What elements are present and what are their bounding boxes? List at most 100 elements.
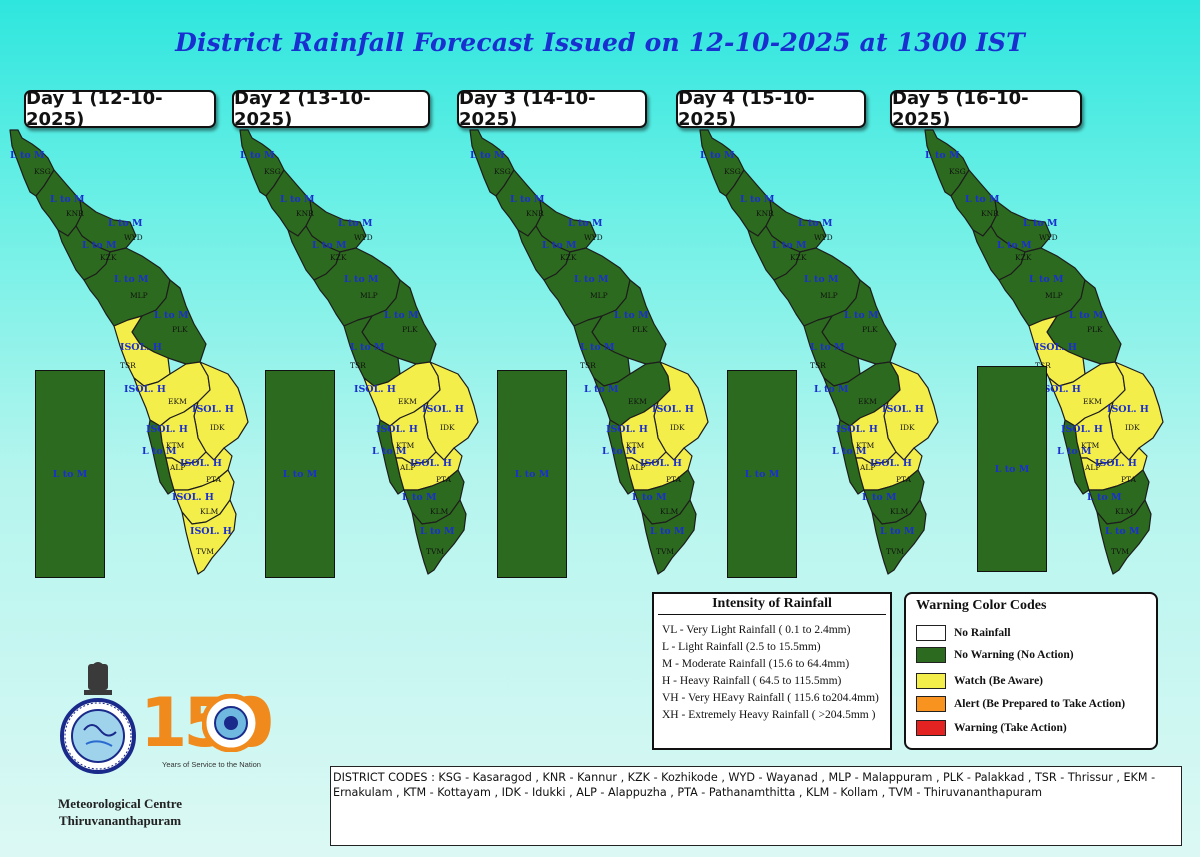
forecast-label-mlp: L to M (804, 274, 839, 285)
forecast-label-knr: L to M (280, 194, 315, 205)
district-tsr (573, 315, 631, 387)
warning-color-legend: Warning Color Codes No Rainfall No Warni… (904, 592, 1158, 750)
district-code-wyd: WYD (814, 233, 833, 242)
district-code-wyd: WYD (124, 233, 143, 242)
warning-label: Warning (Take Action) (954, 722, 1067, 734)
district-tsr (803, 315, 861, 387)
lakshadweep-box-day-1: L to M (35, 370, 105, 578)
lakshadweep-label: L to M (744, 468, 780, 480)
forecast-label-kzk: L to M (772, 240, 807, 251)
anniversary-logo: 150 Years of Service to the Nation (140, 684, 274, 785)
district-code-alp: ALP (1084, 463, 1100, 472)
district-code-kzk: KZK (1015, 253, 1032, 262)
intensity-row: L - Light Rainfall (2.5 to 15.5mm) (662, 641, 821, 653)
district-code-idk: IDK (900, 423, 915, 432)
forecast-label-knr: L to M (965, 194, 1000, 205)
district-code-ekm: EKM (628, 397, 647, 406)
warning-swatch (916, 696, 946, 712)
forecast-label-klm: L to M (632, 492, 667, 503)
district-code-pta: PTA (436, 475, 452, 484)
forecast-label-tsr: ISOL. H (120, 342, 162, 353)
district-code-idk: IDK (440, 423, 455, 432)
intensity-legend-title: Intensity of Rainfall (658, 596, 886, 615)
district-code-kzk: KZK (100, 253, 117, 262)
forecast-label-alp: L to M (142, 446, 177, 457)
forecast-label-alp: L to M (1057, 446, 1092, 457)
intensity-row: XH - Extremely Heavy Rainfall ( >204.5mm… (662, 709, 876, 721)
forecast-label-pta: ISOL. H (640, 458, 682, 469)
forecast-label-ksg: L to M (925, 150, 960, 161)
warning-swatch (916, 720, 946, 736)
forecast-label-pta: ISOL. H (870, 458, 912, 469)
warning-label: No Rainfall (954, 627, 1011, 639)
district-code-ekm: EKM (398, 397, 417, 406)
district-code-plk: PLK (402, 325, 418, 334)
district-code-knr: KNR (66, 209, 84, 218)
kerala-map-day-2: L to M KSG L to M KNR L to M WYD L to M KZK L to… (239, 129, 479, 575)
forecast-label-ktm: ISOL. H (376, 424, 418, 435)
day-4-label: Day 4 (15-10-2025) (676, 88, 866, 130)
district-code-tvm: TVM (1111, 547, 1129, 556)
district-code-tvm: TVM (886, 547, 904, 556)
forecast-label-knr: L to M (50, 194, 85, 205)
forecast-label-mlp: L to M (344, 274, 379, 285)
national-emblem-icon (84, 662, 112, 695)
forecast-label-idk: ISOL. H (652, 404, 694, 415)
forecast-label-ktm: ISOL. H (146, 424, 188, 435)
district-code-tsr: TSR (1035, 361, 1051, 370)
district-code-tsr: TSR (120, 361, 136, 370)
lakshadweep-label: L to M (52, 468, 88, 480)
kerala-map-day-1: L to M KSG L to M KNR L to M WYD L to M KZK L to… (9, 129, 249, 575)
office-name: Meteorological Centre (57, 796, 183, 811)
forecast-label-plk: L to M (844, 310, 879, 321)
forecast-label-ekm: ISOL. H (124, 384, 166, 395)
day-2-label: Day 2 (13-10-2025) (232, 88, 430, 130)
forecast-label-ktm: ISOL. H (606, 424, 648, 435)
kerala-map-day-3: L to M KSG L to M KNR L to M WYD L to M KZK L to… (469, 129, 709, 575)
forecast-label-idk: ISOL. H (882, 404, 924, 415)
district-code-ekm: EKM (858, 397, 877, 406)
district-code-idk: IDK (670, 423, 685, 432)
forecast-label-tvm: L to M (1105, 526, 1140, 537)
forecast-label-ktm: ISOL. H (1061, 424, 1103, 435)
district-code-ktm: KTM (396, 441, 415, 450)
district-code-tvm: TVM (196, 547, 214, 556)
forecast-label-klm: L to M (862, 492, 897, 503)
lakshadweep-label: L to M (994, 463, 1030, 475)
district-code-plk: PLK (632, 325, 648, 334)
forecast-label-tsr: L to M (580, 342, 615, 353)
forecast-label-alp: L to M (372, 446, 407, 457)
forecast-label-kzk: L to M (997, 240, 1032, 251)
forecast-label-ekm: L to M (814, 384, 849, 395)
forecast-label-idk: ISOL. H (192, 404, 234, 415)
district-code-alp: ALP (399, 463, 415, 472)
district-code-ekm: EKM (1083, 397, 1102, 406)
day-1-label: Day 1 (12-10-2025) (24, 88, 216, 130)
district-code-ktm: KTM (626, 441, 645, 450)
office-city: Thiruvananthapuram (58, 813, 182, 828)
warning-row: No Rainfall (916, 624, 1011, 642)
district-code-alp: ALP (629, 463, 645, 472)
district-code-klm: KLM (430, 507, 449, 516)
district-code-idk: IDK (210, 423, 225, 432)
forecast-label-wyd: L to M (1023, 218, 1058, 229)
district-code-plk: PLK (1087, 325, 1103, 334)
forecast-label-wyd: L to M (338, 218, 373, 229)
district-code-kzk: KZK (790, 253, 807, 262)
forecast-label-ekm: ISOL. H (354, 384, 396, 395)
district-code-mlp: MLP (130, 291, 148, 300)
district-code-mlp: MLP (820, 291, 838, 300)
district-code-ktm: KTM (856, 441, 875, 450)
forecast-label-tvm: L to M (650, 526, 685, 537)
lakshadweep-box-day-5: L to M (977, 366, 1047, 572)
district-code-pta: PTA (666, 475, 682, 484)
district-code-alp: ALP (169, 463, 185, 472)
district-code-tsr: TSR (810, 361, 826, 370)
lakshadweep-box-day-2: L to M (265, 370, 335, 578)
warning-row: Alert (Be Prepared to Take Action) (916, 695, 1125, 713)
district-tvm (411, 499, 467, 575)
forecast-label-ksg: L to M (10, 150, 45, 161)
forecast-label-kzk: L to M (312, 240, 347, 251)
warning-swatch (916, 647, 946, 663)
warning-swatch (916, 625, 946, 641)
